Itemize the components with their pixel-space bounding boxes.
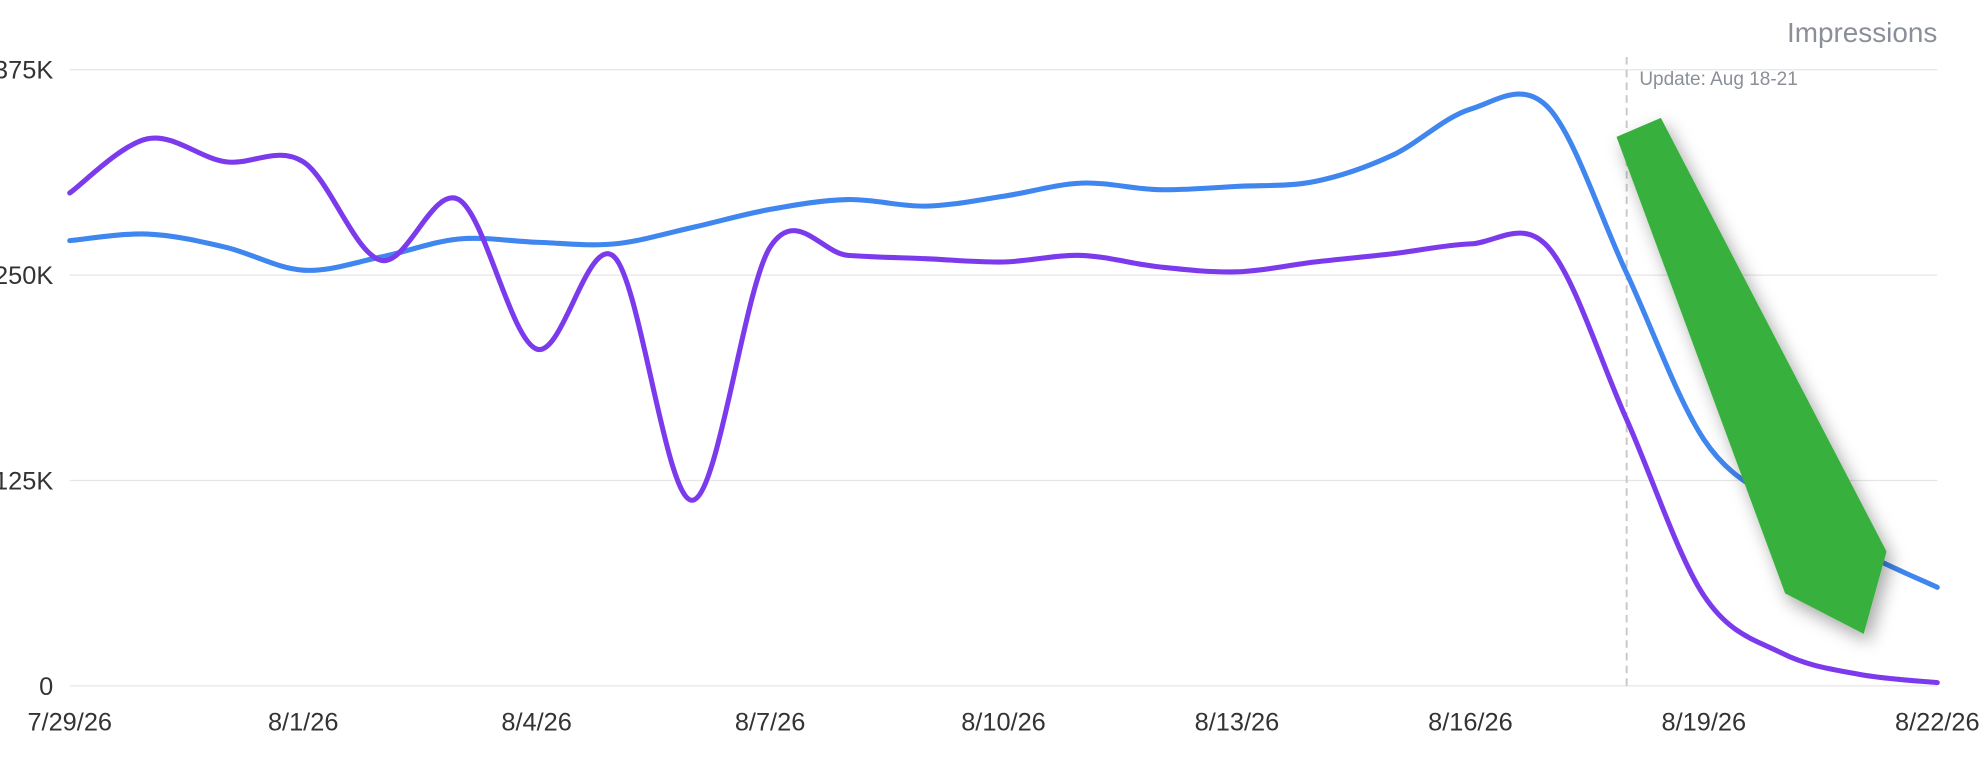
y-tick-label: 0 bbox=[39, 673, 53, 701]
x-tick-label: 8/13/26 bbox=[1195, 708, 1280, 736]
x-tick-label: 8/22/26 bbox=[1895, 708, 1980, 736]
y-tick-label: 250K bbox=[0, 262, 53, 290]
y-tick-label: 375K bbox=[0, 57, 53, 85]
y-tick-label: 125K bbox=[0, 467, 53, 495]
lines bbox=[67, 91, 1940, 686]
x-tick-label: 8/19/26 bbox=[1662, 708, 1747, 736]
x-tick-label: 8/1/26 bbox=[268, 708, 338, 736]
x-tick-label: 8/10/26 bbox=[961, 708, 1046, 736]
x-tick-label: 7/29/26 bbox=[27, 708, 112, 736]
series-line bbox=[67, 135, 1940, 686]
series-line bbox=[67, 91, 1940, 590]
x-tick-label: 8/16/26 bbox=[1428, 708, 1513, 736]
x-tick-label: 8/4/26 bbox=[501, 708, 571, 736]
annotation-label: Update: Aug 18-21 bbox=[1639, 69, 1797, 90]
axis-title: Impressions bbox=[1787, 17, 1937, 48]
arrow-overlay bbox=[1616, 117, 1887, 634]
x-tick-label: 8/7/26 bbox=[735, 708, 805, 736]
